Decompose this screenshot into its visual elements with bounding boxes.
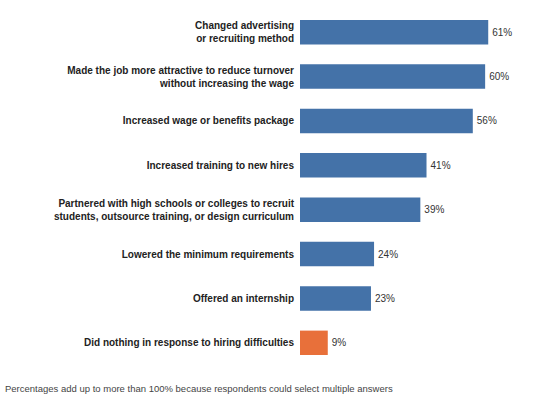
- svg-text:Increased training to new hire: Increased training to new hires: [147, 160, 295, 171]
- svg-text:or recruiting method: or recruiting method: [196, 33, 294, 44]
- svg-text:Percentages add up to more tha: Percentages add up to more than 100% bec…: [5, 383, 393, 394]
- svg-text:Partnered with high schools or: Partnered with high schools or colleges …: [58, 198, 294, 209]
- svg-text:9%: 9%: [332, 337, 347, 348]
- svg-text:39%: 39%: [424, 204, 444, 215]
- svg-text:students, outsource training,: students, outsource training, or design …: [54, 211, 294, 222]
- svg-text:Increased wage or benefits pac: Increased wage or benefits package: [123, 115, 295, 126]
- svg-text:60%: 60%: [489, 71, 509, 82]
- svg-text:61%: 61%: [492, 27, 512, 38]
- svg-text:24%: 24%: [378, 249, 398, 260]
- svg-text:41%: 41%: [431, 160, 451, 171]
- svg-text:Changed advertising: Changed advertising: [195, 20, 294, 31]
- svg-text:Did nothing in response to hir: Did nothing in response to hiring diffic…: [84, 337, 294, 348]
- svg-text:23%: 23%: [375, 293, 395, 304]
- svg-text:56%: 56%: [477, 115, 497, 126]
- svg-text:Lowered the minimum requiremen: Lowered the minimum requirements: [122, 249, 295, 260]
- svg-text:without increasing the wage: without increasing the wage: [159, 78, 294, 89]
- svg-text:Offered an internship: Offered an internship: [193, 293, 294, 304]
- svg-text:Made the job more attractive t: Made the job more attractive to reduce t…: [67, 65, 294, 76]
